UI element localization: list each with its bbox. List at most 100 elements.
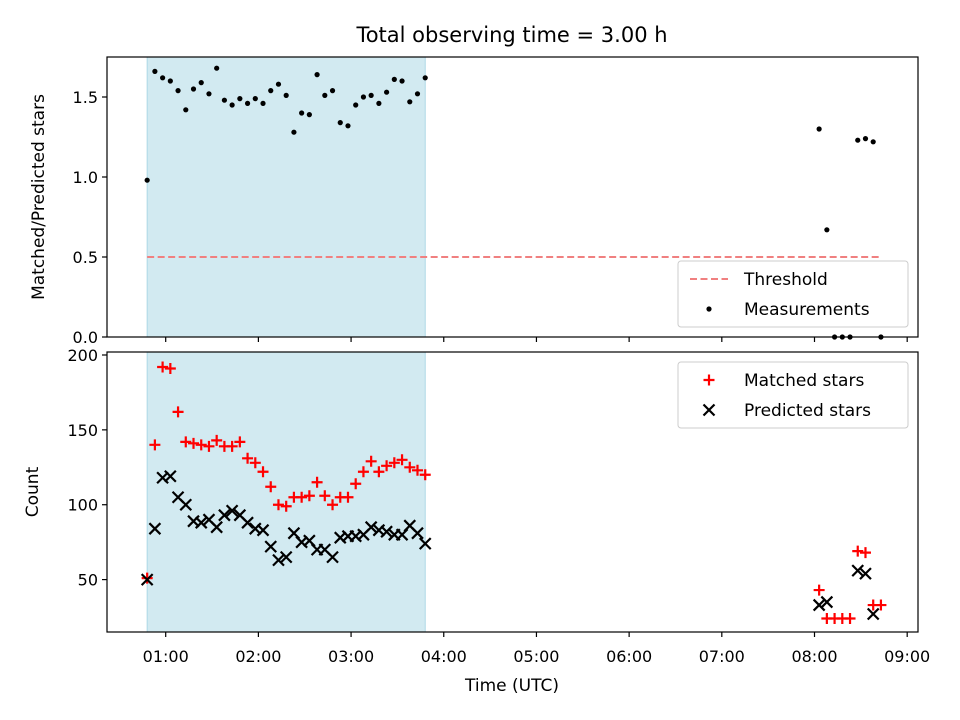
bottom-series-1-point-13	[234, 436, 246, 448]
top-series-1-point-19	[283, 92, 289, 98]
bottom-series-2-point-4	[164, 470, 177, 483]
bottom-series-1-point-29	[357, 466, 369, 478]
bottom-series-1-point-28	[350, 478, 362, 490]
top-series-1-point-17	[268, 88, 274, 94]
bottom-observing-window	[146, 351, 426, 633]
x-tick-label-1: 01:00	[143, 647, 189, 666]
bottom-series-1-point-5	[172, 406, 184, 418]
bottom-series-1-point-44	[859, 547, 871, 559]
top-y-tick-label-2: 0.5	[73, 248, 98, 267]
bottom-y-tick-label-1: 50	[78, 571, 98, 590]
count-panel: 50 100 150 200 01:00 02:00 03:00 04:00 05:00 06:0…	[67, 346, 930, 666]
top-series-1-point-14	[244, 100, 251, 106]
bottom-series-2-point-32	[380, 525, 393, 538]
bottom-series-1-point-30	[365, 455, 377, 467]
bottom-series-1-point-24	[319, 490, 331, 502]
top-series-1-point-8	[198, 80, 204, 86]
bottom-series-2-point-36	[411, 526, 424, 540]
bottom-series-2-point-8	[194, 516, 208, 529]
bottom-legend-box	[677, 361, 909, 429]
top-series-1-point-32	[384, 89, 390, 95]
top-series-1-point-4	[167, 78, 173, 84]
bottom-legend-label-1: Matched stars	[744, 371, 864, 391]
top-series-1-point-10	[214, 65, 220, 71]
ratio-panel: 0.0 0.5 1.0 1.5 Threshold Measurements	[73, 56, 919, 347]
bottom-series-2-point-14	[241, 516, 254, 529]
bottom-series-2-point-6	[179, 498, 193, 512]
bottom-series-1-point-12	[226, 440, 238, 452]
bottom-series-1-point-4	[164, 362, 176, 374]
top-y-tick-label-4: 1.5	[73, 88, 98, 107]
bottom-series-2-point-25	[326, 550, 339, 564]
bottom-series-1-point-32	[381, 460, 393, 472]
top-series-1	[144, 65, 884, 340]
bottom-series-1-point-19	[280, 500, 292, 512]
top-series-1-point-16	[260, 100, 266, 106]
top-series-1-point-45	[870, 139, 876, 145]
x-tick-label-4: 04:00	[421, 647, 467, 666]
top-series-1-point-12	[229, 102, 235, 108]
top-series-1-point-20	[291, 129, 297, 135]
bottom-series-1-point-8	[195, 439, 207, 451]
bottom-y-tick-label-3: 150	[67, 421, 98, 440]
top-series-1-point-44	[862, 136, 869, 142]
top-series-1-point-11	[221, 97, 228, 103]
top-series-1-point-39	[824, 227, 830, 233]
top-series-1-point-18	[275, 81, 282, 87]
top-observing-window	[146, 56, 426, 338]
bottom-series-2-point-16	[256, 523, 270, 537]
top-series-1-point-26	[337, 120, 343, 126]
bottom-series-2-point-17	[264, 540, 278, 553]
bottom-legend-label-2: Predicted stars	[744, 401, 871, 421]
top-series-1-point-23	[314, 72, 320, 78]
top-series-1-point-35	[407, 99, 413, 105]
bottom-legend-swatch-2	[702, 403, 716, 417]
top-legend: Threshold Measurements	[677, 260, 909, 328]
x-axis-label: Time (UTC)	[464, 676, 559, 696]
bottom-series-1-point-33	[388, 457, 400, 469]
top-series-1-point-25	[329, 88, 336, 94]
top-series-1-point-5	[175, 88, 181, 94]
top-series-1-point-22	[306, 112, 312, 118]
top-series-1-point-33	[391, 76, 397, 82]
top-series-1-point-1	[144, 177, 150, 183]
bottom-series-2	[140, 470, 880, 621]
bottom-series-2-point-19	[279, 550, 293, 564]
top-y-tick-label-1: 0.0	[73, 328, 98, 347]
top-series-1-point-24	[322, 92, 328, 98]
x-tick-label-3: 03:00	[328, 647, 374, 666]
bottom-series-1-point-17	[265, 481, 277, 493]
bottom-series-1-point-35	[404, 461, 416, 473]
bottom-y-tick-label-4: 200	[67, 346, 98, 365]
top-series-1-point-6	[183, 107, 189, 113]
bottom-series-1-point-34	[396, 454, 408, 466]
top-series-1-point-2	[152, 68, 158, 74]
bottom-series-1-point-18	[272, 499, 284, 511]
bottom-series-2-point-40	[851, 564, 865, 577]
bottom-series-1-point-46	[875, 599, 887, 611]
bottom-series-1-point-7	[188, 437, 200, 449]
top-series-1-point-37	[422, 75, 428, 81]
top-series-1-point-27	[345, 123, 351, 129]
top-series-1-point-29	[360, 94, 367, 100]
bottom-series-2-point-2	[148, 522, 162, 535]
bottom-series-1-point-14	[242, 452, 254, 464]
bottom-series-2-point-10	[210, 520, 223, 534]
top-series-1-point-34	[399, 78, 405, 84]
top-series-1-point-36	[414, 91, 421, 97]
bottom-series-2-point-41	[859, 567, 872, 580]
bottom-series-1-point-31	[373, 466, 385, 478]
top-series-1-point-9	[206, 91, 212, 97]
top-y-tick-label-3: 1.0	[73, 168, 98, 187]
top-series-1-point-43	[855, 137, 861, 143]
top-series-1-point-15	[252, 96, 258, 102]
bottom-y-tick-label-2: 100	[67, 496, 98, 515]
bottom-series-1-point-10	[211, 434, 223, 446]
bottom-series-2-point-37	[418, 537, 432, 550]
bottom-series-1-point-38	[813, 584, 825, 596]
top-series-1-point-30	[368, 92, 374, 98]
bottom-series-2-point-11	[218, 508, 231, 522]
bottom-series-1-point-3	[157, 361, 169, 373]
bottom-series-1-point-37	[419, 469, 431, 481]
